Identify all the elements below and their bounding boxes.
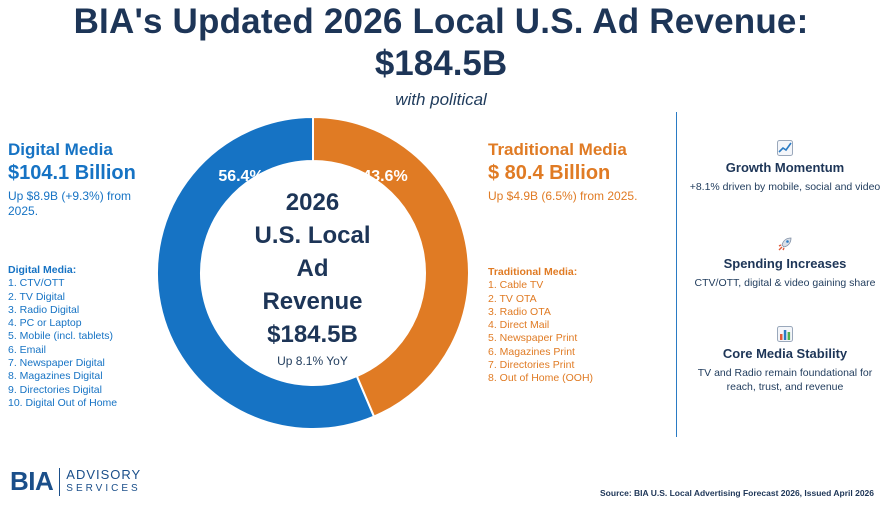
- panel-spending-increases: Spending Increases CTV/OTT, digital & vi…: [688, 236, 882, 290]
- panel-text: CTV/OTT, digital & video gaining share: [694, 277, 876, 289]
- center-line: $184.5B: [267, 321, 358, 348]
- list-item: 3. Radio OTA: [488, 305, 551, 318]
- vertical-divider: [676, 112, 677, 437]
- center-line: U.S. Local: [254, 222, 371, 249]
- chart-up-icon: [777, 140, 793, 156]
- bar-chart-icon: [777, 326, 793, 342]
- source-note: Source: BIA U.S. Local Advertising Forec…: [600, 488, 874, 498]
- panel-text: +8.1% driven by mobile, social and video: [689, 181, 881, 193]
- slice-traditional: [312, 115, 470, 418]
- logo-words: ADVISORY SERVICES: [66, 466, 142, 496]
- page-subtitle: with political: [395, 90, 487, 109]
- list-item: 1. Cable TV: [488, 279, 544, 292]
- digital-list-title: Digital Media:: [8, 264, 77, 276]
- panel-title: Growth Momentum: [725, 160, 845, 175]
- digital-heading: Digital Media: [8, 140, 113, 159]
- list-item: 2. TV Digital: [8, 290, 65, 303]
- traditional-heading: Traditional Media: [488, 140, 627, 159]
- list-item: 9. Directories Digital: [8, 383, 102, 396]
- traditional-list: Traditional Media: 1. Cable TV 2. TV OTA…: [488, 266, 593, 386]
- page-title-total: $184.5B: [374, 44, 508, 83]
- logo-separator: [59, 467, 61, 496]
- traditional-list-title: Traditional Media:: [488, 266, 578, 278]
- list-item: 1. CTV/OTT: [8, 277, 65, 290]
- digital-amount: $104.1 Billion: [8, 162, 136, 184]
- traditional-change: Up $4.9B (6.5%) from 2025.: [488, 189, 638, 203]
- center-line: 2026: [285, 189, 340, 216]
- digital-change: Up $8.9B (+9.3%) from 2025.: [8, 189, 132, 218]
- logo-word-advisory: ADVISORY: [66, 466, 142, 482]
- slice-label-traditional: 43.6%: [362, 168, 407, 185]
- list-item: 5. Newspaper Print: [488, 332, 578, 345]
- list-item: 6. Magazines Print: [488, 345, 575, 358]
- rocket-icon: [778, 237, 792, 251]
- list-item: 6. Email: [8, 343, 46, 356]
- digital-list: Digital Media: 1. CTV/OTT 2. TV Digital …: [8, 264, 117, 410]
- donut-center-label: 2026 U.S. Local Ad Revenue $184.5B Up 8.…: [205, 186, 420, 368]
- list-item: 8. Out of Home (OOH): [488, 372, 594, 385]
- slice-label-digital: 56.4%: [218, 168, 263, 185]
- page-title: BIA's Updated 2026 Local U.S. Ad Revenue…: [73, 2, 809, 41]
- list-item: 3. Radio Digital: [8, 303, 80, 316]
- panel-text: TV and Radio remain foundational for rea…: [697, 367, 873, 393]
- slice-digital: [156, 115, 376, 430]
- list-item: 2. TV OTA: [488, 292, 537, 305]
- center-subtext: Up 8.1% YoY: [277, 354, 348, 368]
- panel-core-media-stability: Core Media Stability TV and Radio remain…: [688, 326, 882, 394]
- panel-title: Core Media Stability: [722, 346, 848, 361]
- list-item: 4. PC or Laptop: [8, 317, 82, 330]
- list-item: 8. Magazines Digital: [8, 370, 103, 383]
- list-item: 10. Digital Out of Home: [8, 396, 118, 409]
- list-item: 7. Newspaper Digital: [8, 357, 105, 370]
- logo-word-services: SERVICES: [66, 482, 141, 494]
- panel-growth-momentum: Growth Momentum +8.1% driven by mobile, …: [688, 140, 882, 194]
- center-line: Revenue: [262, 288, 363, 315]
- donut-chart: 56.4% 43.6%: [156, 115, 470, 430]
- bia-logo: BIA ADVISORY SERVICES: [10, 466, 141, 497]
- list-item: 4. Direct Mail: [488, 319, 550, 332]
- list-item: 7. Directories Print: [488, 359, 575, 372]
- center-line: Ad: [296, 255, 329, 282]
- panel-title: Spending Increases: [723, 256, 847, 271]
- list-item: 5. Mobile (incl. tablets): [8, 330, 114, 343]
- traditional-amount: $ 80.4 Billion: [488, 162, 611, 184]
- logo-mark: BIA: [10, 466, 54, 496]
